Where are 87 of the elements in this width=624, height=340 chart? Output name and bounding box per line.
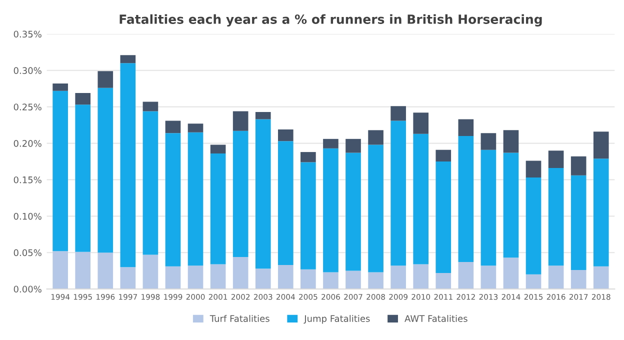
bar xyxy=(346,270,361,289)
bar xyxy=(255,112,271,120)
bar xyxy=(436,272,452,289)
y-tick-label: 0.05% xyxy=(14,249,42,256)
bar xyxy=(232,130,248,257)
bar xyxy=(98,252,114,289)
bar xyxy=(300,269,316,289)
bar xyxy=(346,138,361,153)
bar xyxy=(232,256,248,289)
bar xyxy=(142,102,158,112)
bar xyxy=(480,150,496,266)
bar xyxy=(75,252,91,289)
y-tick-label: 0.00% xyxy=(14,286,42,293)
bar xyxy=(390,120,406,266)
bar xyxy=(278,264,294,289)
bar xyxy=(526,178,542,274)
bar xyxy=(188,132,204,266)
bar xyxy=(390,266,406,289)
bar xyxy=(300,152,316,162)
bar xyxy=(300,162,316,270)
bar xyxy=(413,112,429,134)
bar xyxy=(570,270,586,289)
bar xyxy=(480,133,496,150)
bar xyxy=(526,160,542,178)
bar xyxy=(165,120,181,134)
bar xyxy=(75,104,91,252)
bar xyxy=(593,132,609,159)
bar xyxy=(52,90,68,252)
bar xyxy=(368,144,384,272)
y-tick-label: 0.15% xyxy=(14,176,42,184)
bar xyxy=(436,150,452,162)
bar xyxy=(368,130,384,145)
bar xyxy=(210,264,226,289)
bar xyxy=(165,133,181,266)
bar xyxy=(52,84,68,91)
legend-label: Jump Fatalities xyxy=(304,314,370,324)
bar xyxy=(368,272,384,289)
bar xyxy=(210,153,226,264)
bar xyxy=(570,175,586,270)
bar xyxy=(548,150,564,168)
legend-label: Turf Fatalities xyxy=(210,314,270,322)
bar xyxy=(323,272,338,289)
bar xyxy=(165,266,181,289)
bar xyxy=(593,158,609,266)
bar xyxy=(593,266,609,289)
y-tick-label: 0.35% xyxy=(14,30,42,38)
bar xyxy=(210,144,226,154)
bar xyxy=(120,63,136,268)
bar xyxy=(503,152,519,258)
bar xyxy=(232,111,248,131)
bar xyxy=(188,266,204,289)
bar xyxy=(413,134,429,264)
bar xyxy=(346,152,361,271)
bar xyxy=(98,71,114,88)
bar xyxy=(413,264,429,289)
y-tick-label: 0.30% xyxy=(14,67,42,74)
bar xyxy=(75,93,91,105)
bar xyxy=(323,138,338,148)
bar xyxy=(52,251,68,289)
bar xyxy=(255,119,271,269)
bar xyxy=(570,156,586,176)
bar xyxy=(255,268,271,289)
bar xyxy=(120,55,136,64)
legend-label: AWT Fatalities xyxy=(404,314,468,322)
bar xyxy=(120,267,136,289)
bar xyxy=(142,111,158,255)
bar xyxy=(480,266,496,289)
bar xyxy=(278,141,294,265)
bar xyxy=(142,254,158,289)
bar xyxy=(548,168,564,266)
bar xyxy=(526,274,542,289)
bar xyxy=(436,162,452,273)
bar xyxy=(98,88,114,253)
y-tick-label: 0.10% xyxy=(14,212,42,220)
bar xyxy=(503,258,519,289)
bar xyxy=(188,124,204,132)
bar xyxy=(458,136,474,262)
y-tick-label: 0.20% xyxy=(14,140,42,147)
bar xyxy=(503,130,519,153)
bar xyxy=(390,106,406,121)
chart-title: Fatalities each year as a % of runners in British Horseracing xyxy=(120,14,542,26)
bar xyxy=(548,266,564,289)
bar xyxy=(278,129,294,142)
y-tick-label: 0.25% xyxy=(14,104,42,110)
bar xyxy=(458,119,474,136)
bar xyxy=(458,262,474,289)
bar xyxy=(323,148,338,272)
